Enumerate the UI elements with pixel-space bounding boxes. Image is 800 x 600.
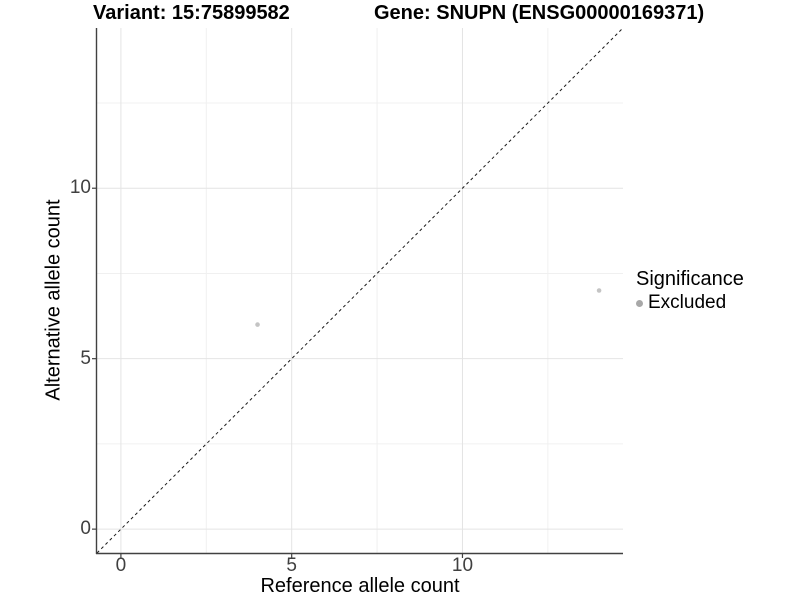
legend-item: Excluded	[636, 292, 744, 313]
legend-item-label: Excluded	[648, 292, 727, 313]
y-tick-label: 0	[80, 518, 91, 540]
y-tick-label: 10	[69, 177, 91, 199]
y-axis-title: Alternative allele count	[42, 199, 65, 401]
x-tick-label: 0	[115, 555, 127, 576]
data-point	[255, 322, 260, 327]
legend-title: Significance	[636, 268, 744, 290]
plot-title-gene: Gene: SNUPN (ENSG00000169371)	[374, 2, 705, 24]
legend: Significance Excluded	[636, 268, 744, 313]
legend-items: Excluded	[636, 292, 744, 313]
x-tick-label: 10	[451, 555, 474, 576]
identity-line	[96, 27, 624, 554]
plot-title-variant: Variant: 15:75899582	[93, 2, 290, 24]
data-point	[596, 288, 602, 293]
x-axis-title: Reference allele count	[260, 575, 460, 597]
legend-key-dot-icon	[636, 299, 643, 307]
y-tick-label: 5	[80, 347, 91, 369]
x-tick-label: 5	[286, 555, 297, 576]
